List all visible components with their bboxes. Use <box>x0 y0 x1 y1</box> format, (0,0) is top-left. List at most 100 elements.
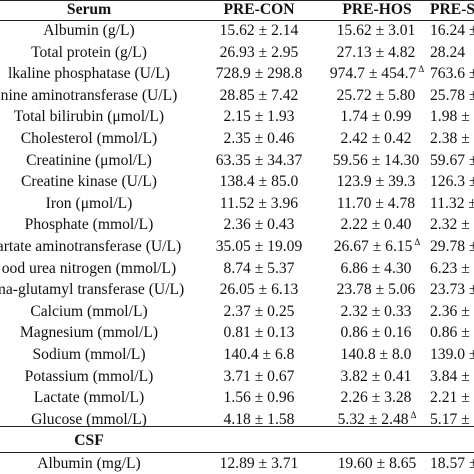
row-label-text: Total protein (g/L) <box>31 43 147 61</box>
pre-hos-value-text: 123.9 ± 39.3 <box>336 173 416 191</box>
row-label-text: ood urea nitrogen (mmol/L) <box>1 259 177 277</box>
pre-hos-value: 2.32 ± 0.33 <box>318 301 436 322</box>
pre-con-value-text: 28.85 ± 7.42 <box>219 86 299 104</box>
table-row: ood urea nitrogen (mmol/L) 8.74 ± 5.37 6.8… <box>0 258 474 279</box>
pre-con-value: 3.71 ± 0.67 <box>206 366 312 387</box>
significance-mark: Δ <box>414 236 421 247</box>
pre-s-value: 3.84 ± <box>430 366 474 387</box>
table-row: Glucose (mmol/L) 4.18 ± 1.58 5.32 ± 2.48 Δ 5… <box>0 409 474 430</box>
table-row: lkaline phosphatase (U/L) 728.9 ± 298.8 97… <box>0 63 474 84</box>
pre-s-value: 763.6 ± <box>430 63 474 84</box>
pre-hos-value-text: 6.86 ± 4.30 <box>340 259 412 277</box>
row-label-text: Sodium (mmol/L) <box>32 346 146 363</box>
row-label: Total bilirubin (μmol/L) <box>0 106 223 127</box>
row-label-text: Lactate (mmol/L) <box>33 389 145 407</box>
row-label: ma-glutamyl transferase (U/L) <box>0 279 223 300</box>
table-row: Magnesium (mmol/L) 0.81 ± 0.13 0.86 ± 0.16… <box>0 322 474 343</box>
pre-con-value: 26.05 ± 6.13 <box>206 279 312 300</box>
pre-hos-value-text: 27.13 ± 4.82 <box>336 43 416 61</box>
pre-s-value: 25.78 ± <box>430 85 474 106</box>
table-top-rule <box>0 0 474 1</box>
pre-con-value-text: 63.35 ± 34.37 <box>215 151 303 169</box>
csf-title: CSF <box>74 432 104 449</box>
pre-con-value: 2.37 ± 0.25 <box>206 301 312 322</box>
pre-hos-value: 3.82 ± 0.41 <box>318 366 436 387</box>
pre-con-value: 140.4 ± 6.8 <box>206 344 312 365</box>
pre-con-value-text: 4.18 ± 1.58 <box>223 410 295 428</box>
pre-con-value: 2.36 ± 0.43 <box>206 214 312 235</box>
row-label: Sodium (mmol/L) <box>0 344 223 365</box>
pre-con-value: 35.05 ± 19.09 <box>206 236 312 257</box>
row-label-text: Magnesium (mmol/L) <box>19 324 159 342</box>
table-header-row: Serum PRE-CON PRE-HOS PRE-S <box>0 0 474 20</box>
pre-hos-value-text: 25.72 ± 5.80 <box>336 86 416 104</box>
pre-hos-value-text: 1.74 ± 0.99 <box>340 108 412 126</box>
pre-hos-value: 0.86 ± 0.16 <box>318 322 436 343</box>
pre-hos-value: 6.86 ± 4.30 <box>318 258 436 279</box>
pre-hos-value-text: 974.7 ± 454.7 <box>329 65 417 83</box>
pre-s-value: 0.86 ± <box>430 322 474 343</box>
significance-mark: Δ <box>418 64 425 74</box>
pre-s-value: 2.38 ± <box>430 128 474 149</box>
pre-s-value: 5.17 ± <box>430 409 474 430</box>
serum-bottom-rule <box>0 426 474 427</box>
pre-con-value-text: 1.56 ± 0.96 <box>223 389 295 407</box>
pre-hos-value: 27.13 ± 4.82 <box>318 42 436 63</box>
row-label-text: Potassium (mmol/L) <box>24 367 154 385</box>
row-label: Total protein (g/L) <box>0 42 223 63</box>
pre-s-value: 126.3 ± <box>430 171 474 192</box>
row-label-text: Albumin (g/L) <box>43 22 135 39</box>
pre-s-value-text: 3.84 ± <box>430 367 470 385</box>
pre-con-value-text: 140.4 ± 6.8 <box>223 346 295 363</box>
pre-hos-value-text: 2.42 ± 0.42 <box>340 130 412 147</box>
table-row: Albumin (mg/L) 12.89 ± 3.71 19.60 ± 8.65 18… <box>0 453 474 474</box>
pre-hos-value-text: 3.82 ± 0.41 <box>340 367 412 385</box>
row-label-text: lkaline phosphatase (U/L) <box>8 65 170 83</box>
row-label-text: artate aminotransferase (U/L) <box>0 238 182 255</box>
row-label: Cholesterol (mmol/L) <box>0 128 223 149</box>
pre-hos-value: 123.9 ± 39.3 <box>318 171 436 192</box>
pre-hos-value-text: 26.67 ± 6.15 <box>333 238 413 255</box>
row-label-text: Calcium (mmol/L) <box>30 302 148 320</box>
pre-s-value: 139.0 ± <box>430 344 474 365</box>
pre-con-value-text: 138.4 ± 85.0 <box>219 173 299 191</box>
row-label: nine aminotransferase (U/L) <box>0 85 223 106</box>
row-label: Albumin (g/L) <box>0 20 223 41</box>
pre-s-value-text: 2.32 ± <box>430 216 470 234</box>
pre-con-value-text: 2.35 ± 0.46 <box>223 130 295 147</box>
table-row: Potassium (mmol/L) 3.71 ± 0.67 3.82 ± 0.41… <box>0 366 474 387</box>
pre-con-value-text: 3.71 ± 0.67 <box>223 367 295 385</box>
row-label-text: Phosphate (mmol/L) <box>24 216 154 234</box>
pre-s-value: 16.24 ± <box>430 20 474 41</box>
pre-con-value: 28.85 ± 7.42 <box>206 85 312 106</box>
pre-con-value-text: 15.62 ± 2.14 <box>219 22 299 39</box>
pre-con-value: 15.62 ± 2.14 <box>206 20 312 41</box>
pre-con-value: 0.81 ± 0.13 <box>206 322 312 343</box>
row-label-text: nine aminotransferase (U/L) <box>0 86 178 104</box>
pre-con-value-text: 35.05 ± 19.09 <box>215 238 303 255</box>
table-row: Albumin (g/L) 15.62 ± 2.14 15.62 ± 3.01 16.… <box>0 20 474 41</box>
row-label: Iron (μmol/L) <box>0 193 223 214</box>
pre-hos-value: 19.60 ± 8.65 <box>318 453 436 474</box>
pre-s-value-text: 18.57 ± <box>430 455 474 472</box>
pre-s-value-text: 139.0 ± <box>430 346 474 363</box>
pre-con-value: 4.18 ± 1.58 <box>206 409 312 430</box>
pre-hos-value: 15.62 ± 3.01 <box>318 20 436 41</box>
pre-con-value-text: 2.15 ± 1.93 <box>223 108 295 126</box>
pre-hos-value: 23.78 ± 5.06 <box>318 279 436 300</box>
pre-con-value-text: 2.37 ± 0.25 <box>223 302 295 320</box>
pre-hos-value-text: 2.32 ± 0.33 <box>340 302 412 320</box>
pre-s-value: 1.98 ± <box>430 106 474 127</box>
table-row: artate aminotransferase (U/L) 35.05 ± 19.… <box>0 236 474 257</box>
pre-s-value: 11.32 ± <box>430 193 474 214</box>
row-label: Creatinine (μmol/L) <box>0 150 223 171</box>
pre-con-value-text: 0.81 ± 0.13 <box>223 324 295 342</box>
header-serum: Serum <box>66 1 112 18</box>
pre-s-value: 18.57 ± <box>430 453 474 474</box>
pre-s-value-text: 6.23 ± <box>430 259 470 277</box>
pre-s-value: 59.67 ± <box>430 150 474 171</box>
row-label: Magnesium (mmol/L) <box>0 322 223 343</box>
row-label: Lactate (mmol/L) <box>0 387 223 408</box>
pre-con-value-text: 728.9 ± 298.8 <box>215 65 303 83</box>
